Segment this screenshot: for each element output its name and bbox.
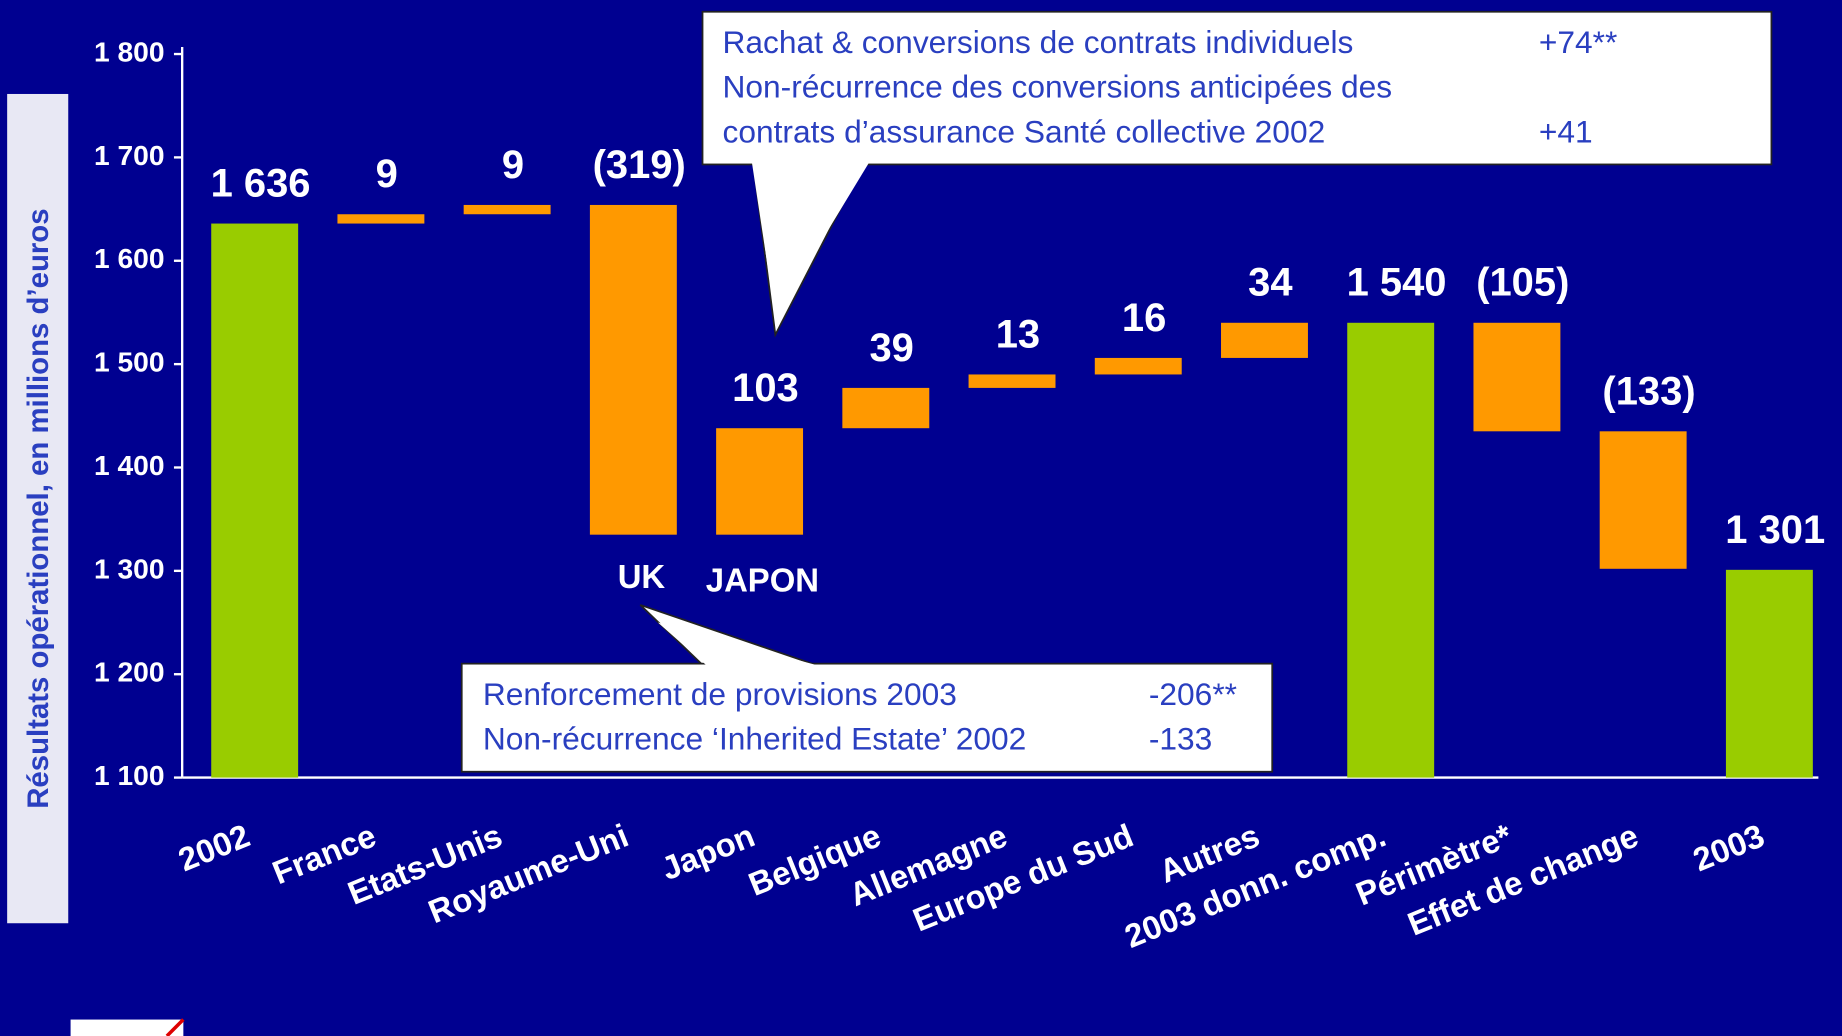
value-label: (319) xyxy=(593,143,686,187)
y-tick-label: 1 500 xyxy=(94,346,165,378)
y-tick-label: 1 100 xyxy=(94,759,165,791)
value-label: 103 xyxy=(732,366,799,410)
callout-text: Non-récurrence des conversions anticipée… xyxy=(722,69,1392,105)
annotation: JAPON xyxy=(706,561,819,598)
bar xyxy=(1094,357,1182,375)
callout-pointer-fill xyxy=(657,622,820,666)
callout-text: Renforcement de provisions 2003 xyxy=(483,676,957,712)
bar xyxy=(1725,569,1813,778)
value-label: 34 xyxy=(1248,261,1292,305)
bar xyxy=(842,387,930,429)
bar xyxy=(211,223,299,778)
annotation: UK xyxy=(618,558,666,595)
bar xyxy=(1599,431,1687,569)
value-label: 9 xyxy=(502,143,524,187)
callout-value: +41 xyxy=(1539,113,1593,149)
bar xyxy=(716,428,804,535)
callout-text: Rachat & conversions de contrats individ… xyxy=(722,24,1353,60)
y-label-box xyxy=(7,93,69,924)
value-label: 16 xyxy=(1122,296,1166,340)
callout-pointer-fill xyxy=(751,162,870,318)
value-label: (133) xyxy=(1602,369,1695,413)
logo xyxy=(70,1019,184,1036)
value-label: 1 636 xyxy=(211,162,311,206)
logo-mark xyxy=(165,1018,185,1036)
bar xyxy=(463,204,551,215)
callout-box xyxy=(460,662,1274,773)
value-label: 13 xyxy=(996,312,1040,356)
y-tick-label: 1 200 xyxy=(94,656,165,688)
bar xyxy=(1221,322,1308,358)
y-tick-label: 1 700 xyxy=(94,139,165,171)
y-tick-label: 1 400 xyxy=(94,449,165,481)
bar xyxy=(1473,322,1561,432)
bar xyxy=(337,214,425,224)
value-label: 39 xyxy=(869,326,913,370)
callout-box xyxy=(701,10,1773,166)
y-tick-label: 1 600 xyxy=(94,242,165,274)
value-label: 1 540 xyxy=(1347,261,1447,305)
value-label: (105) xyxy=(1476,261,1569,305)
bar xyxy=(589,204,677,535)
callout-text: Non-récurrence ‘Inherited Estate’ 2002 xyxy=(483,721,1026,757)
value-label: 9 xyxy=(376,152,398,196)
bar xyxy=(968,374,1056,388)
callout-value: -206** xyxy=(1149,676,1237,712)
callout-value: +74** xyxy=(1539,24,1617,60)
y-tick-label: 1 300 xyxy=(94,552,165,584)
y-axis-title: Résultats opérationnel, en millions d’eu… xyxy=(22,208,55,808)
callout-text: contrats d’assurance Santé collective 20… xyxy=(722,113,1325,149)
value-label: 1 301 xyxy=(1725,508,1825,552)
callout-value: -133 xyxy=(1149,721,1212,757)
y-tick-label: 1 800 xyxy=(94,35,165,67)
bar xyxy=(1347,322,1435,778)
